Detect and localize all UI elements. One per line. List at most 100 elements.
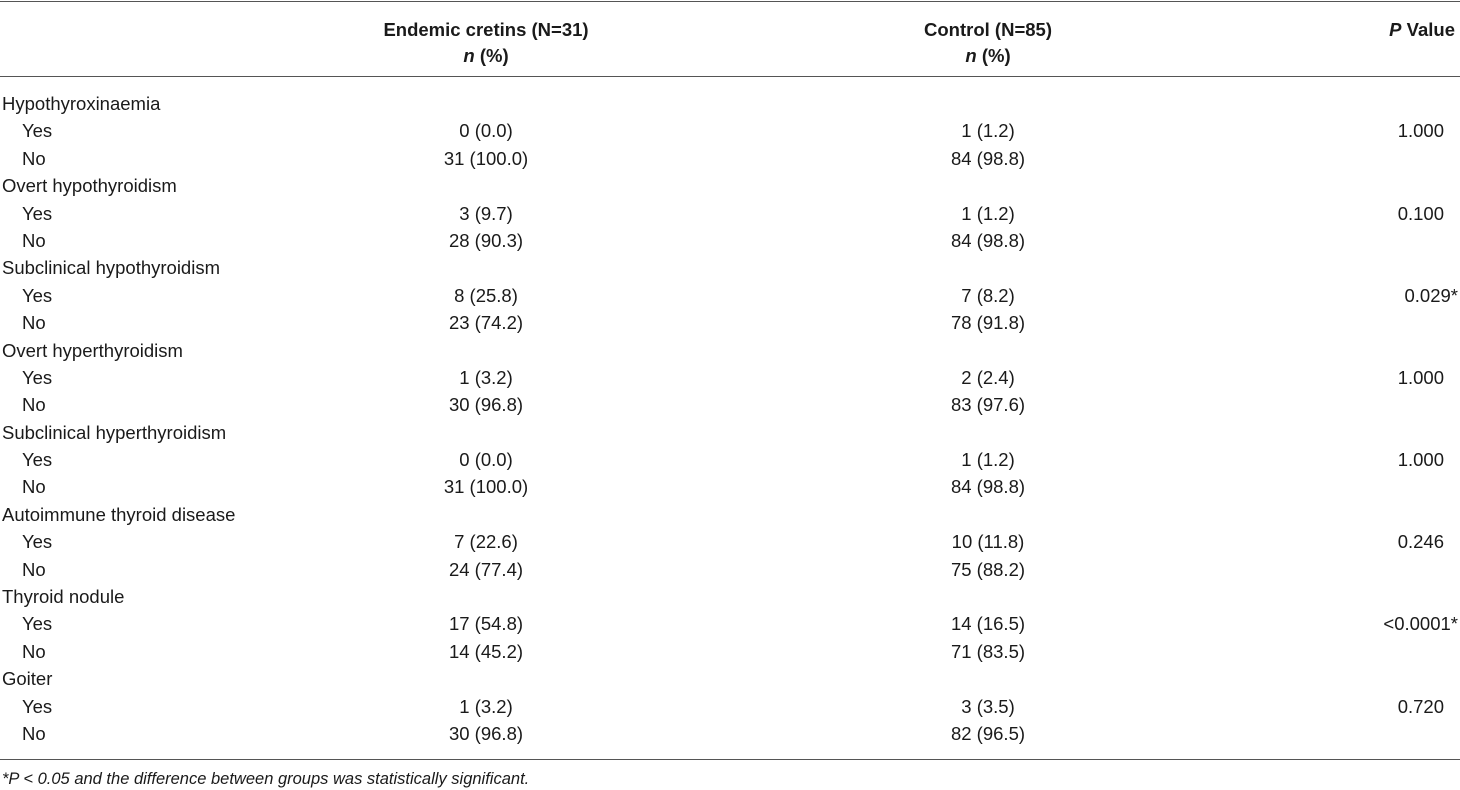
category-label: Thyroid nodule [2,586,125,608]
control-yes-value: 1 (1.2) [961,202,1015,224]
n-label: n [965,45,977,66]
control-no-value: 78 (91.8) [950,312,1026,334]
p-value: 1.000 [1397,366,1444,388]
control-no-value: 84 (98.8) [950,229,1026,251]
endemic-no-value: 28 (90.3) [448,229,524,251]
endemic-no-value: 14 (45.2) [448,640,524,662]
table-footnote: *P < 0.05 and the difference between gro… [2,770,530,788]
control-no-value: 83 (97.6) [950,394,1026,416]
no-label: No [22,558,46,580]
p-value: 0.246 [1397,531,1444,553]
no-label: No [22,229,46,251]
group2-title: Control (N=85) [924,19,1052,40]
endemic-yes-value: 0 (0.0) [459,449,513,471]
table-top-rule [0,1,1460,2]
value-label: Value [1406,19,1455,40]
table-row-category: Autoimmune thyroid disease [0,501,1460,528]
endemic-yes-value: 3 (9.7) [459,202,513,224]
yes-label: Yes [22,613,53,635]
table-row-no: No 23 (74.2) 78 (91.8) [0,309,1460,336]
category-label: Overt hyperthyroidism [2,339,183,361]
p-value: 0.720 [1397,695,1444,717]
column-header-endemic-cretins: Endemic cretins (N=31) n (%) [336,17,636,69]
table-row-no: No 24 (77.4) 75 (88.2) [0,556,1460,583]
control-no-value: 84 (98.8) [950,147,1026,169]
table-row-yes: Yes 8 (25.8) 7 (8.2) 0.029* [0,282,1460,309]
control-yes-value: 14 (16.5) [950,613,1026,635]
table-row-yes: Yes 1 (3.2) 3 (3.5) 0.720 [0,693,1460,720]
no-label: No [22,476,46,498]
table-row-category: Overt hypothyroidism [0,172,1460,199]
control-no-value: 82 (96.5) [950,722,1026,744]
table-bottom-rule [0,759,1460,760]
endemic-yes-value: 1 (3.2) [459,366,513,388]
table-row-no: No 28 (90.3) 84 (98.8) [0,227,1460,254]
control-yes-value: 3 (3.5) [961,695,1015,717]
group2-unit: n (%) [838,43,1138,69]
yes-label: Yes [22,366,53,388]
category-label: Subclinical hyperthyroidism [2,421,227,443]
endemic-no-value: 31 (100.0) [443,147,529,169]
endemic-no-value: 24 (77.4) [448,558,524,580]
group1-unit: n (%) [336,43,636,69]
yes-label: Yes [22,284,53,306]
table-row-category: Goiter [0,665,1460,692]
yes-label: Yes [22,531,53,553]
category-label: Hypothyroxinaemia [2,93,161,114]
p-value: 1.000 [1397,120,1444,142]
p-label: P [1389,19,1402,40]
endemic-no-value: 30 (96.8) [448,722,524,744]
pct-label: (%) [981,45,1011,66]
n-label: n [463,45,475,66]
control-yes-value: 2 (2.4) [961,366,1015,388]
table-row-category: Subclinical hypothyroidism [0,254,1460,281]
endemic-yes-value: 7 (22.6) [454,531,518,553]
table-row-category: Hypothyroxinaemia [0,90,1460,117]
p-value: 0.100 [1397,202,1444,224]
control-yes-value: 1 (1.2) [961,449,1015,471]
endemic-no-value: 30 (96.8) [448,394,524,416]
yes-label: Yes [22,449,53,471]
table-body: Hypothyroxinaemia Yes 0 (0.0) 1 (1.2) 1.000 N… [0,90,1460,747]
no-label: No [22,394,46,416]
table-row-category: Subclinical hyperthyroidism [0,419,1460,446]
table-row-yes: Yes 1 (3.2) 2 (2.4) 1.000 [0,364,1460,391]
no-label: No [22,722,46,744]
group1-title: Endemic cretins (N=31) [383,19,589,40]
pct-label: (%) [479,45,509,66]
yes-label: Yes [22,120,53,142]
table-row-yes: Yes 3 (9.7) 1 (1.2) 0.100 [0,200,1460,227]
yes-label: Yes [22,695,53,717]
endemic-no-value: 31 (100.0) [443,476,529,498]
table-row-no: No 30 (96.8) 83 (97.6) [0,391,1460,418]
table-header-rule [0,76,1460,77]
control-no-value: 75 (88.2) [950,558,1026,580]
table-row-yes: Yes 17 (54.8) 14 (16.5) <0.0001* [0,610,1460,637]
endemic-no-value: 23 (74.2) [448,312,524,334]
table-row-yes: Yes 7 (22.6) 10 (11.8) 0.246 [0,528,1460,555]
endemic-yes-value: 17 (54.8) [448,613,524,635]
table-row-yes: Yes 0 (0.0) 1 (1.2) 1.000 [0,117,1460,144]
table-row-no: No 14 (45.2) 71 (83.5) [0,638,1460,665]
p-value: <0.0001* [1383,613,1458,635]
category-label: Autoimmune thyroid disease [2,503,236,525]
endemic-yes-value: 1 (3.2) [459,695,513,717]
no-label: No [22,147,46,169]
yes-label: Yes [22,202,53,224]
table-row-category: Overt hyperthyroidism [0,337,1460,364]
control-yes-value: 10 (11.8) [951,531,1025,553]
control-no-value: 71 (83.5) [950,640,1026,662]
control-no-value: 84 (98.8) [950,476,1026,498]
no-label: No [22,640,46,662]
p-value: 0.029* [1404,284,1459,306]
table-row-no: No 31 (100.0) 84 (98.8) [0,473,1460,500]
category-label: Overt hypothyroidism [2,175,177,197]
category-label: Subclinical hypothyroidism [2,257,220,279]
table-row-no: No 30 (96.8) 82 (96.5) [0,720,1460,747]
p-value: 1.000 [1397,449,1444,471]
table-row-category: Thyroid nodule [0,583,1460,610]
control-yes-value: 7 (8.2) [961,284,1015,306]
endemic-yes-value: 8 (25.8) [454,284,518,306]
control-yes-value: 1 (1.2) [961,120,1015,142]
column-header-p-value: P Value [1300,17,1455,43]
